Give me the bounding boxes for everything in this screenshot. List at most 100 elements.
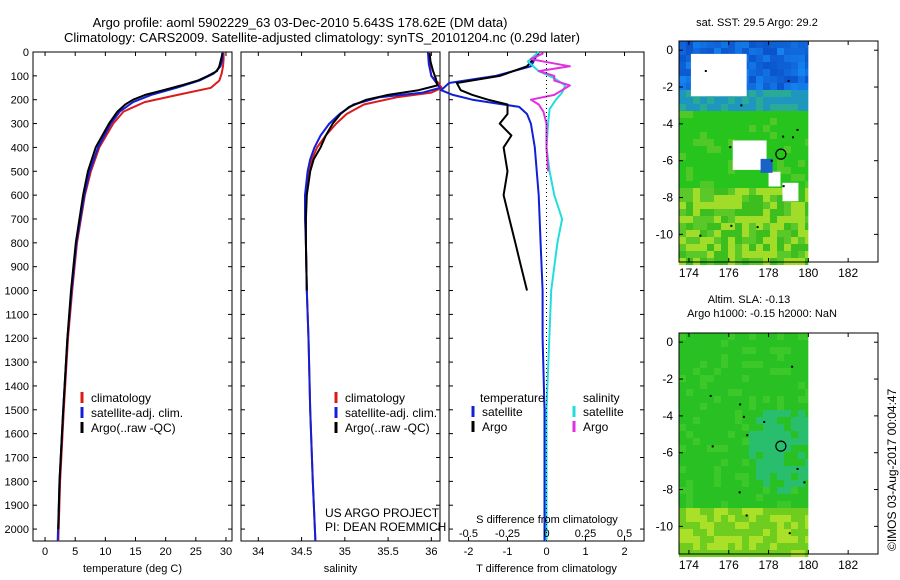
map-cell [714, 438, 721, 445]
map-cell [770, 146, 777, 153]
map-cell [784, 62, 791, 69]
map-cell [686, 90, 693, 97]
map-cell [756, 202, 763, 209]
map-cell [707, 216, 714, 223]
map-cell [679, 466, 686, 473]
map-cell [714, 501, 721, 508]
map-cell [693, 153, 700, 160]
map-cell [791, 452, 798, 459]
map-cell [749, 389, 756, 396]
map-cell [679, 195, 686, 202]
map-cell [707, 459, 714, 466]
map-cell [798, 522, 805, 529]
map-cell [679, 104, 686, 111]
map-cell [756, 424, 763, 431]
map-cell [770, 473, 777, 480]
map-cell [784, 473, 791, 480]
map-cell [721, 445, 728, 452]
map-cell [749, 431, 756, 438]
map-cell [749, 473, 756, 480]
map-cell [679, 223, 686, 230]
map-cell [700, 188, 707, 195]
map-cell [700, 494, 707, 501]
map-cell [777, 354, 784, 361]
map-cell [756, 333, 763, 340]
map-cell [735, 209, 742, 216]
map-cell [805, 410, 809, 417]
map-cell [798, 480, 805, 487]
map-cell [679, 146, 686, 153]
x-tick-label: 180 [798, 558, 818, 572]
map-cell [791, 361, 798, 368]
map-cell [686, 69, 693, 76]
map-cell [805, 536, 809, 543]
map-cell [700, 174, 707, 181]
map-cell [679, 501, 686, 508]
map-cell [784, 223, 791, 230]
map-cell [791, 494, 798, 501]
map-cell [700, 181, 707, 188]
map-cell [693, 515, 700, 522]
map-cell [784, 69, 791, 76]
map-cell [805, 188, 809, 195]
x-tick-label: 180 [798, 266, 818, 280]
map-cell [735, 389, 742, 396]
map-cell [798, 424, 805, 431]
map-cell [693, 202, 700, 209]
map-cell [777, 48, 784, 55]
map-cell [721, 396, 728, 403]
map-cell [714, 181, 721, 188]
map-cell [756, 69, 763, 76]
map-cell [749, 438, 756, 445]
map-cell [749, 375, 756, 382]
map-cell [693, 431, 700, 438]
map-cell [805, 445, 809, 452]
map-cell [749, 494, 756, 501]
map-cell [693, 522, 700, 529]
island-dot [730, 224, 733, 227]
map-cell [686, 361, 693, 368]
map-cell [742, 473, 749, 480]
map-cell [742, 410, 749, 417]
map-cell [756, 41, 763, 48]
map-cell [735, 515, 742, 522]
series-line-s-argo [529, 52, 571, 172]
map-cell [728, 361, 735, 368]
map-cell [700, 195, 707, 202]
map-cell [721, 195, 728, 202]
map-cell [700, 209, 707, 216]
map-cell [693, 251, 700, 258]
map-cell [714, 403, 721, 410]
map-cell [791, 438, 798, 445]
map-cell [784, 431, 791, 438]
map-cell [749, 195, 756, 202]
map-cell [784, 111, 791, 118]
island-dot [796, 128, 799, 131]
map-cell [798, 223, 805, 230]
x-axis-label: temperature (deg C) [83, 563, 182, 575]
map-cell [728, 438, 735, 445]
map-cell [742, 361, 749, 368]
map-cell [749, 403, 756, 410]
map-cell [686, 41, 693, 48]
map-cell [728, 41, 735, 48]
map-cell [777, 410, 784, 417]
map-cell [791, 480, 798, 487]
map-cell [742, 368, 749, 375]
map-cell [693, 111, 700, 118]
map-cell [805, 424, 809, 431]
map-cell [679, 452, 686, 459]
map-cell [784, 522, 791, 529]
map-cell [784, 354, 791, 361]
map-cell [714, 396, 721, 403]
map-cell [707, 160, 714, 167]
x-tick-label: 178 [759, 266, 779, 280]
map-cell [749, 445, 756, 452]
map-cell [707, 494, 714, 501]
map-cell [777, 431, 784, 438]
map-cell [791, 41, 798, 48]
map-cell [763, 445, 770, 452]
map-cell [742, 251, 749, 258]
map-cell [777, 417, 784, 424]
map-cell [742, 480, 749, 487]
